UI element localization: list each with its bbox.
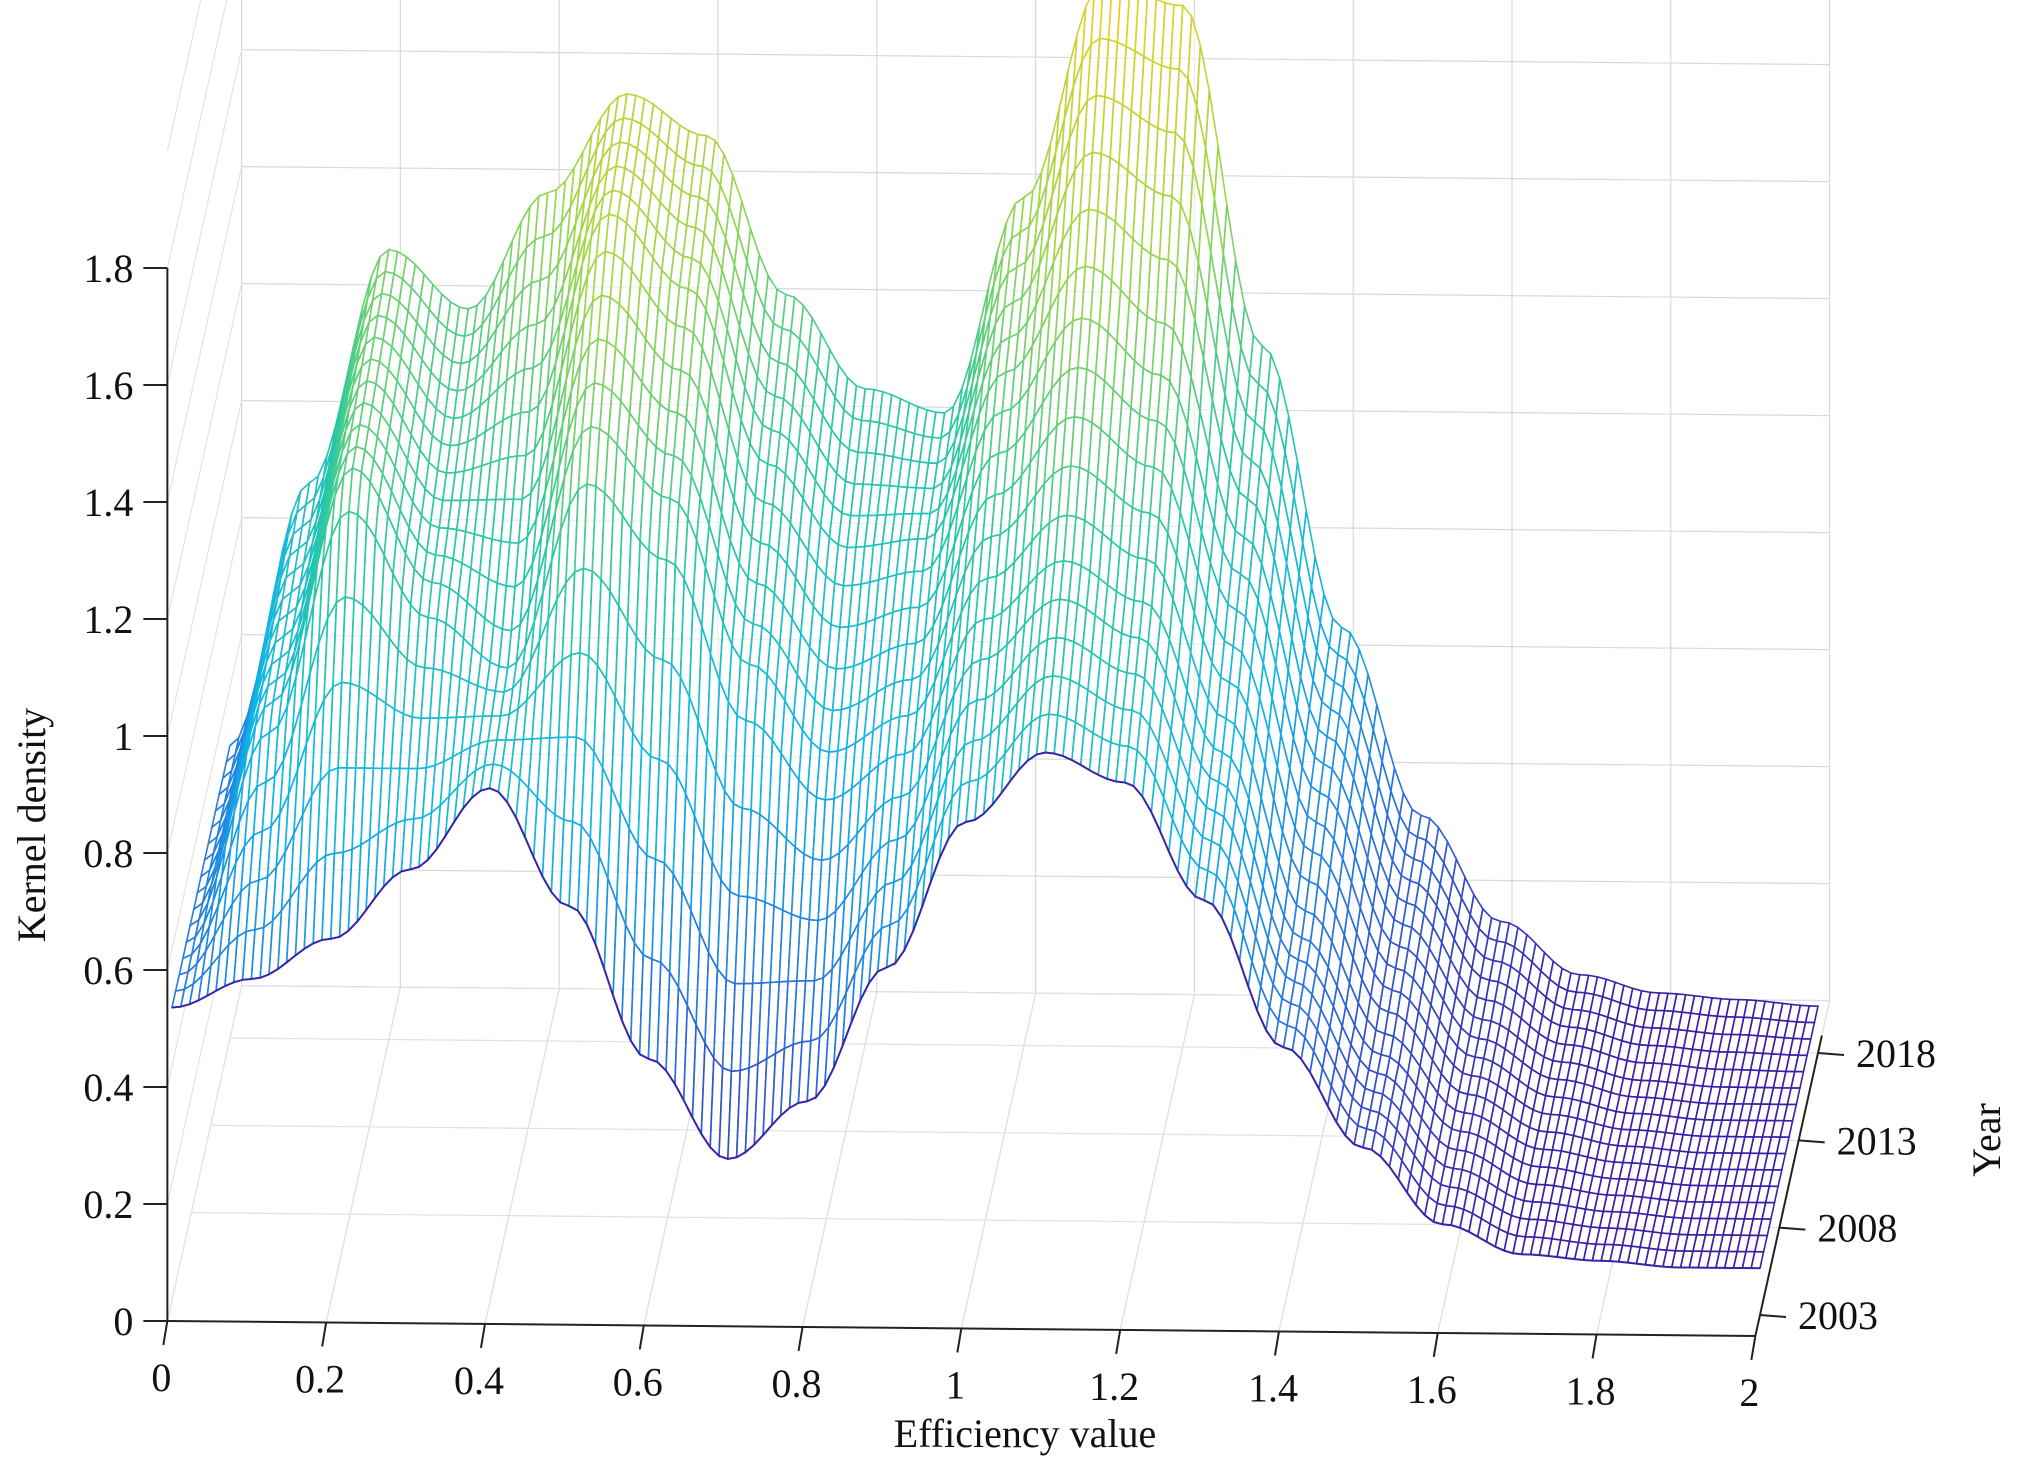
x-tick-label: 0.6 — [613, 1359, 663, 1404]
grid-line-floor-x — [960, 992, 1037, 1329]
x-tick-mark — [1591, 1334, 1598, 1359]
surface-layer — [170, 0, 1819, 1270]
z-tick-label: 1.8 — [83, 246, 133, 291]
y-tick-mark — [1817, 1052, 1845, 1056]
grid-line-z-side — [166, 517, 243, 854]
series-front-edge — [171, 751, 1761, 1270]
z-tick-label: 1.4 — [83, 480, 133, 525]
grid-line-floor-x — [325, 986, 401, 1323]
grid-line-z-side — [166, 166, 243, 503]
grid-line-z-side — [166, 634, 243, 971]
x-tick-label: 0.2 — [295, 1356, 345, 1401]
grid-line-floor-x — [801, 991, 878, 1328]
grid-line-z-side — [166, 400, 243, 737]
x-tick-mark — [321, 1322, 328, 1347]
grid-line-z-back — [241, 166, 1830, 183]
x-tick-mark — [638, 1325, 645, 1350]
x-tick-label: 1.4 — [1248, 1365, 1298, 1410]
grid-line-z-back — [241, 868, 1830, 885]
grid-line-floor-x — [484, 988, 560, 1325]
labels-layer: 0 0.2 0.4 0.6 0.8 1 1.2 1.4 1.6 1.8 2 0 0.2 0.4 0.6 0.8… — [83, 246, 1936, 1415]
y-tick-label: 2013 — [1837, 1118, 1917, 1163]
x-tick-mark — [1432, 1332, 1439, 1358]
z-tick-label: 0.8 — [83, 831, 133, 876]
y-tick-mark — [1759, 1314, 1787, 1318]
grid-line-z-back — [241, 49, 1830, 66]
grid-line-z-side — [166, 49, 243, 386]
grid-line-z-side — [166, 283, 243, 620]
x-tick-label: 2 — [1739, 1370, 1759, 1415]
x-tick-label: 1.8 — [1566, 1368, 1616, 1413]
x-tick-mark — [797, 1326, 804, 1352]
x-tick-label: 0 — [151, 1355, 171, 1400]
z-tick-label: 1 — [113, 714, 133, 759]
z-tick-label: 1.6 — [83, 363, 133, 408]
x-tick-mark — [1273, 1331, 1280, 1356]
y-tick-label: 2018 — [1856, 1031, 1936, 1076]
z-tick-label: 0.6 — [83, 948, 133, 993]
x-tick-label: 0.8 — [772, 1361, 822, 1406]
grid-line-z-side — [166, 985, 243, 1322]
x-axis-title: Efficiency value — [894, 1411, 1156, 1456]
x-tick-mark — [1115, 1329, 1122, 1355]
x-tick-mark — [1750, 1335, 1757, 1361]
y-tick-mark — [1779, 1226, 1806, 1231]
x-tick-mark — [162, 1320, 169, 1346]
x-tick-mark — [479, 1323, 486, 1349]
y-axis-title: Year — [1964, 1103, 2009, 1177]
grid-line-z-side — [166, 0, 202, 152]
y-tick-mark — [1798, 1139, 1825, 1144]
z-tick-label: 0.2 — [83, 1182, 133, 1227]
y-tick-label: 2008 — [1817, 1206, 1897, 1251]
z-tick-label: 0 — [113, 1299, 133, 1344]
z-tick-label: 1.2 — [83, 597, 133, 642]
grid-line-floor-x — [1119, 994, 1195, 1331]
x-tick-label: 1.2 — [1089, 1364, 1139, 1409]
axes-layer — [143, 266, 1845, 1361]
z-axis-title: Kernel density — [9, 708, 54, 942]
x-tick-label: 1 — [945, 1362, 965, 1407]
x-tick-label: 0.4 — [454, 1358, 504, 1403]
y-axis-line — [1754, 1035, 1823, 1337]
y-tick-label: 2003 — [1798, 1293, 1878, 1338]
grid-line-z-side — [166, 0, 228, 269]
x-tick-label: 1.6 — [1407, 1367, 1457, 1412]
x-tick-mark — [956, 1328, 963, 1353]
z-tick-label: 0.4 — [83, 1065, 133, 1110]
